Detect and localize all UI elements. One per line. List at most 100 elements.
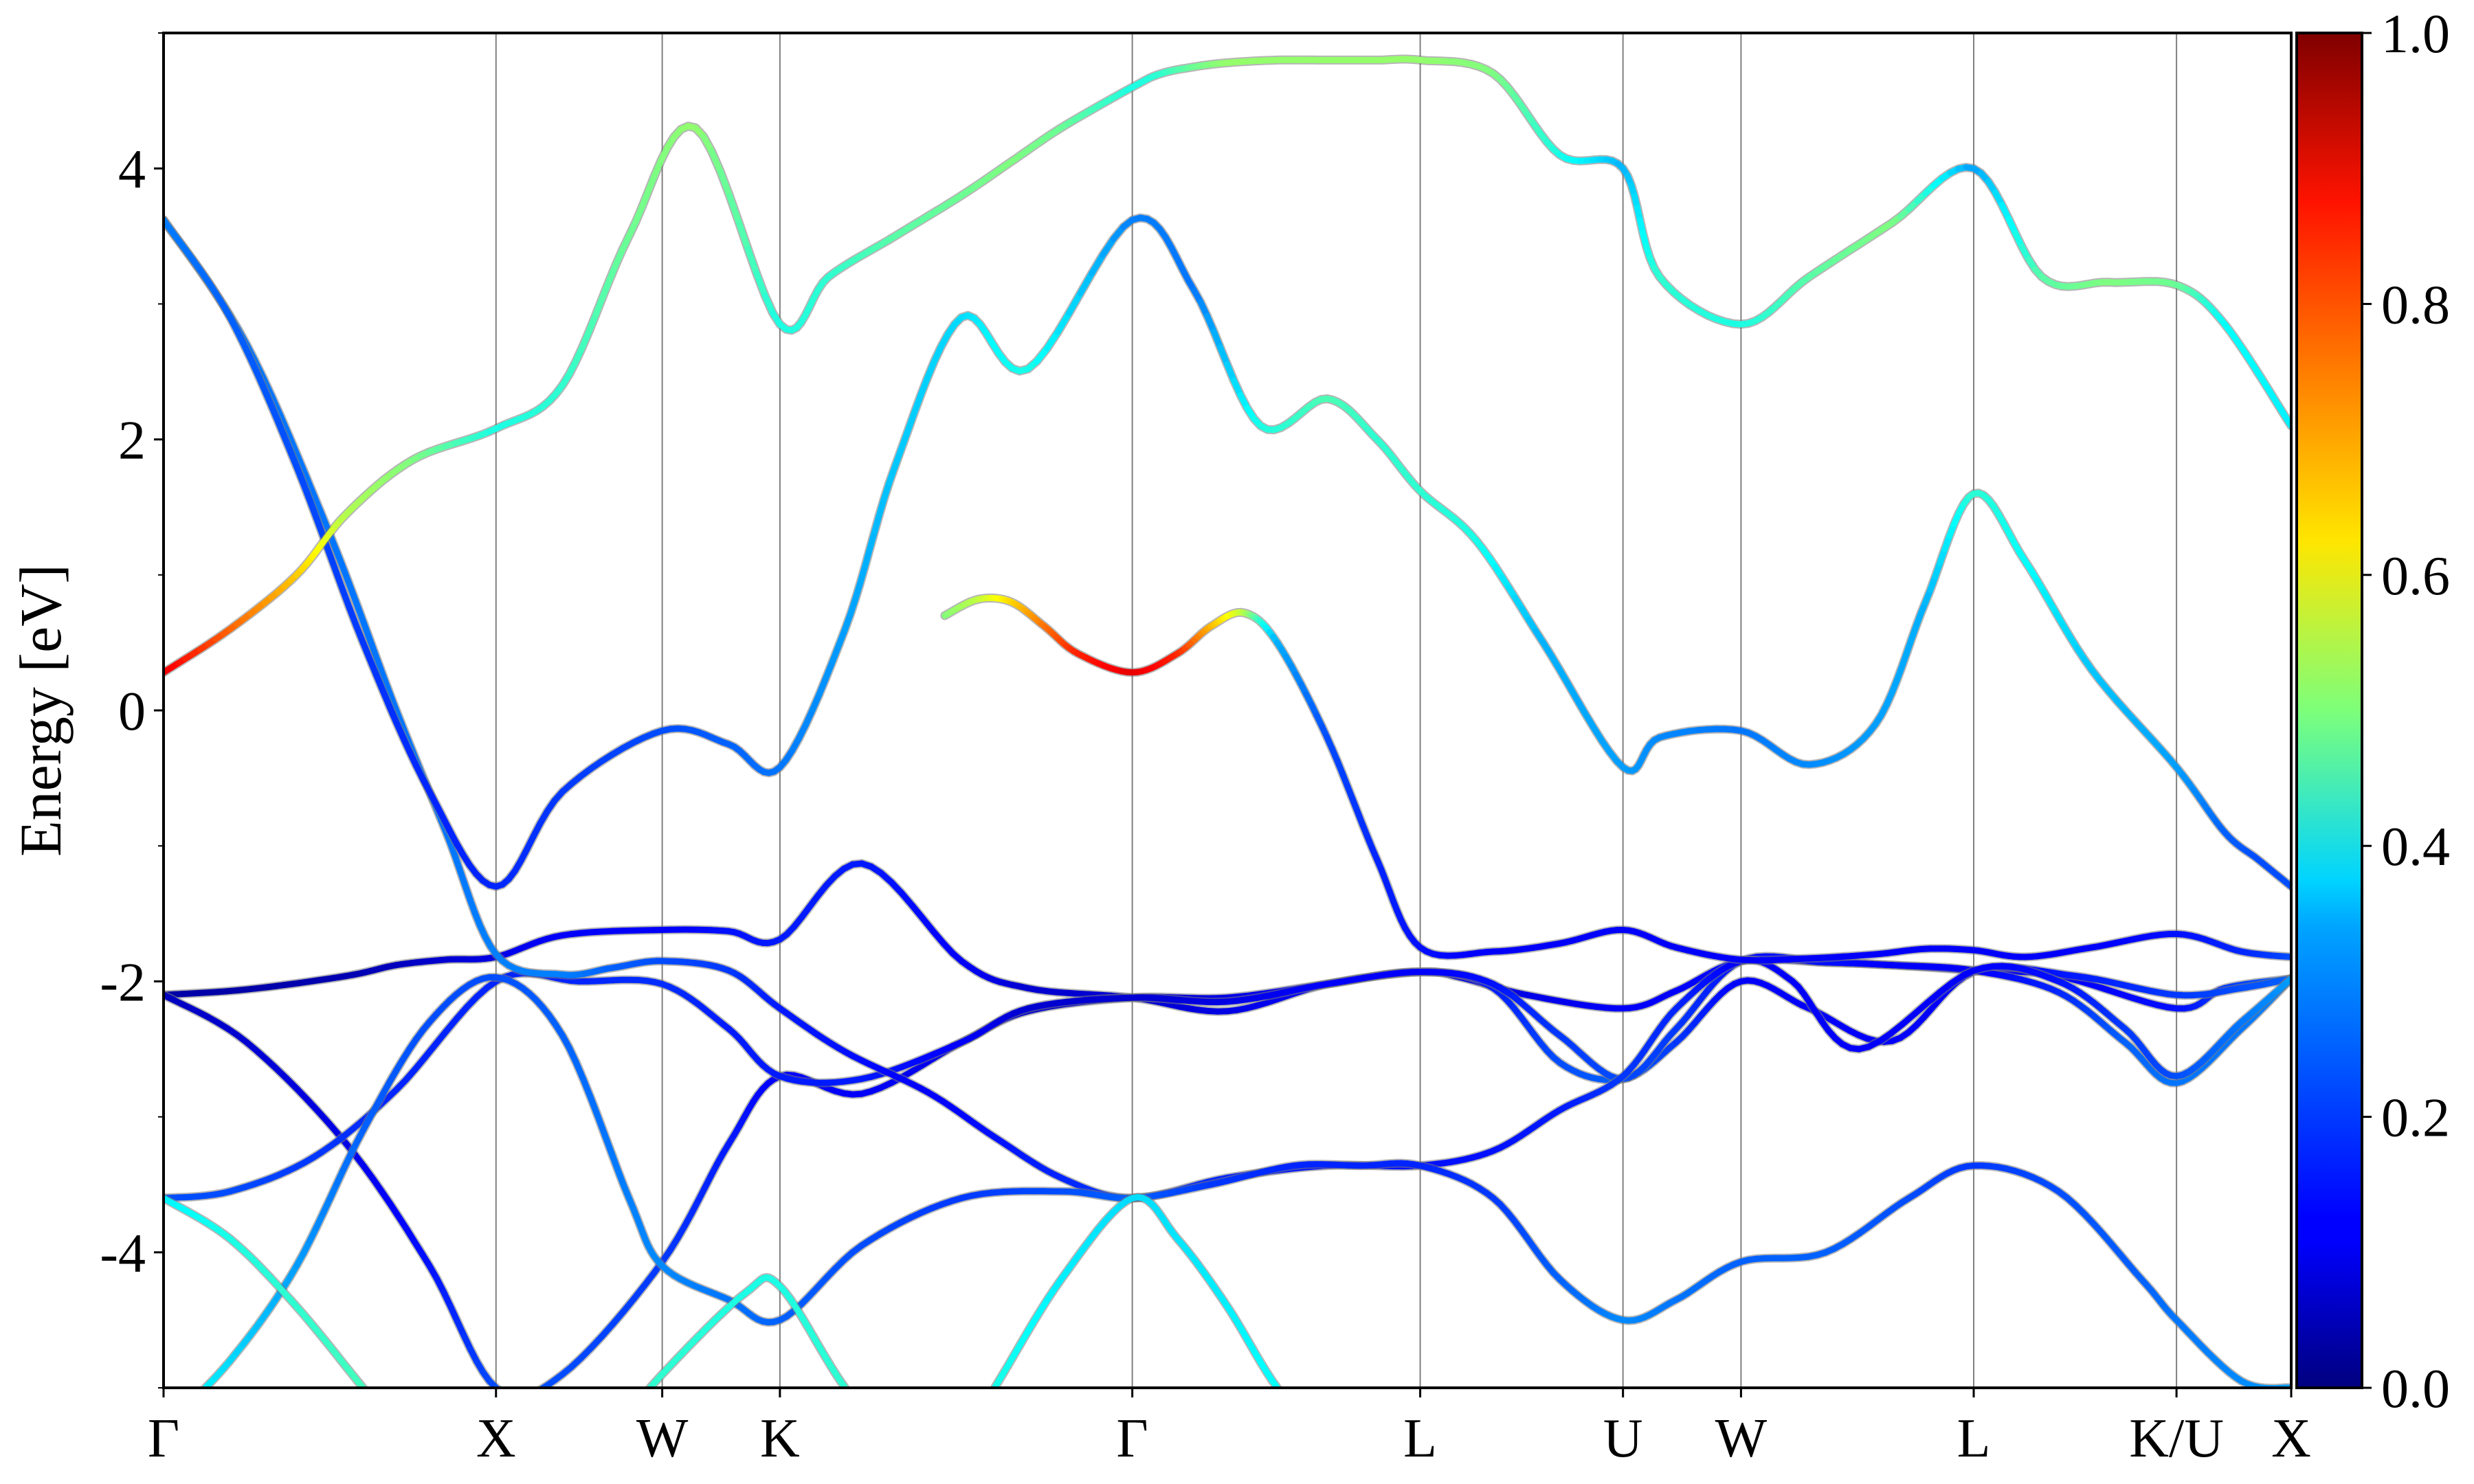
band-segment: [397, 1430, 403, 1439]
band-segment: [588, 1094, 601, 1120]
band-segment: [726, 193, 742, 225]
band-segment: [383, 1413, 390, 1422]
band-segment: [904, 411, 917, 436]
band-segment: [313, 515, 326, 540]
band-3: [164, 952, 2291, 1203]
band-segment: [612, 1424, 621, 1434]
band-segment: [509, 1395, 515, 1397]
band-segment: [370, 1396, 377, 1404]
band-segment: [334, 549, 348, 574]
band-segment: [1314, 1434, 1322, 1443]
band-segment: [348, 587, 361, 611]
band-segment: [753, 270, 768, 299]
band-segment: [1291, 1406, 1298, 1415]
band-segment: [571, 1469, 579, 1476]
band-segment: [307, 497, 320, 521]
band-8: [164, 54, 2291, 677]
band-segment: [326, 551, 340, 576]
x-tick-label: Γ: [148, 1408, 179, 1469]
band-segment: [436, 1476, 443, 1484]
band-9: [940, 593, 2291, 965]
band-outline: [164, 213, 2291, 891]
band-outline: [940, 593, 2291, 965]
band-segment: [355, 605, 368, 630]
band-segment: [1054, 310, 1072, 335]
x-tick-label: Γ: [1117, 1408, 1148, 1469]
band-7: [164, 213, 2291, 891]
x-axis-ticks: Γ X W K Γ L U W L K/U X: [148, 1388, 2311, 1469]
band-segment: [1077, 270, 1095, 297]
x-tick-label: L: [1957, 1408, 1991, 1469]
band-segment: [744, 245, 760, 277]
band-6: [164, 1193, 1335, 1484]
band-segment: [580, 1077, 594, 1101]
band-segment: [1306, 1424, 1313, 1434]
y-tick-label: 2: [118, 411, 146, 471]
band-segment: [604, 1433, 612, 1443]
y-axis-label: Energy [eV]: [8, 564, 74, 857]
band-segment: [969, 1427, 975, 1441]
band-lines: [164, 54, 2291, 1484]
x-tick-label: L: [1403, 1408, 1437, 1469]
band-segment: [416, 1454, 423, 1462]
band-5: [186, 973, 2291, 1408]
band-segment: [333, 570, 346, 594]
band-segment: [368, 641, 381, 665]
x-tick-label: U: [1603, 1408, 1643, 1469]
band-segment: [904, 1479, 912, 1484]
band-segment: [430, 1469, 436, 1476]
band-segment: [956, 1456, 962, 1469]
colorbar-tick-label: 0.2: [2381, 1088, 2450, 1149]
band-segment: [949, 1468, 956, 1479]
x-tick-label: X: [476, 1408, 516, 1469]
band-segment: [377, 1404, 383, 1413]
band-segment: [278, 413, 293, 440]
band-segment: [853, 1399, 861, 1413]
band-segment: [537, 1386, 543, 1388]
colorbar: [2295, 32, 2363, 1389]
colorbar-tick-label: 0.8: [2381, 275, 2450, 335]
band-segment: [1298, 1415, 1306, 1424]
band-segment: [594, 1113, 608, 1138]
band-segment: [361, 623, 375, 648]
band-segment: [637, 1393, 645, 1404]
band-segment: [341, 567, 355, 593]
band-segment: [562, 1476, 570, 1484]
band-segment: [735, 219, 751, 252]
band-segment: [311, 493, 326, 519]
band-segment: [423, 1462, 430, 1469]
band-segment: [346, 605, 360, 629]
band-segment: [339, 587, 353, 612]
band-segment: [887, 1455, 895, 1468]
band-segment: [842, 1384, 849, 1388]
band-segment: [895, 1468, 904, 1479]
y-tick-label: 4: [118, 139, 146, 200]
y-tick-label: -2: [100, 952, 146, 1013]
band-segment: [502, 1393, 509, 1395]
band-segment: [302, 473, 317, 499]
band-outline: [164, 1193, 1283, 1388]
high-symmetry-gridlines: [495, 33, 2178, 1388]
band-segment: [869, 1427, 878, 1441]
band-segment: [186, 1401, 193, 1408]
band-segment: [1044, 328, 1061, 352]
band-segment: [621, 1413, 629, 1424]
band-segment: [579, 1461, 588, 1470]
x-tick-label: K/U: [2129, 1408, 2224, 1469]
band-segment: [1328, 1451, 1335, 1459]
y-axis-ticks: -4 -2 0 2 4: [100, 32, 164, 1389]
y-tick-label: 0: [118, 682, 146, 742]
colorbar-ticks: 0.0 0.2 0.4 0.6 0.8 1.0: [2362, 4, 2450, 1419]
band-segment: [192, 1393, 200, 1401]
colorbar-tick-label: 1.0: [2381, 4, 2450, 65]
band-segment: [878, 1441, 887, 1456]
colorbar-tick-label: 0.4: [2381, 817, 2450, 877]
band-segment: [390, 1421, 397, 1430]
band-segment: [403, 1439, 410, 1447]
colorbar-tick-label: 0.6: [2381, 546, 2450, 607]
band-segment: [1321, 1443, 1328, 1451]
band-segment: [527, 1393, 533, 1396]
x-tick-label: W: [636, 1408, 689, 1469]
y-tick-label: -4: [100, 1224, 146, 1284]
